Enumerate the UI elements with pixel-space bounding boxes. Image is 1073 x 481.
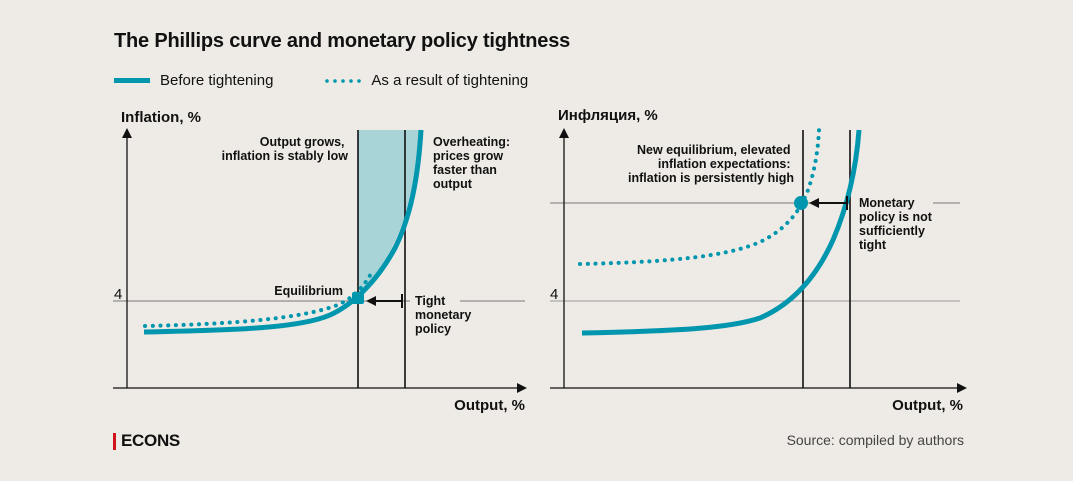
annotation-equilibrium: Equilibrium (274, 284, 343, 298)
x-axis-label: Output, % (454, 397, 525, 414)
annotation-overheating: Overheating: prices grow faster than out… (433, 135, 514, 191)
annotation-new-equilibrium: New equilibrium, elevated inflation expe… (628, 143, 794, 185)
legend: Before tightening As a result of tighten… (114, 72, 528, 89)
annotation-not-tight: Monetary policy is not sufficiently tigh… (859, 196, 935, 252)
new-equilibrium-marker (794, 196, 808, 210)
left-panel: Inflation, % Output, % 4 Output grows, i… (113, 109, 527, 414)
x-axis-label: Output, % (892, 397, 963, 414)
legend-label-after: As a result of tightening (371, 72, 529, 89)
legend-solid-swatch (114, 78, 150, 83)
right-panel: Инфляция, % Output, % 4 New equilibrium,… (550, 107, 967, 414)
curve-after-tightening (143, 270, 374, 328)
curve-after-tightening (578, 128, 821, 266)
logo-bar (113, 432, 116, 450)
y-tick-4: 4 (550, 286, 558, 303)
y-tick-4: 4 (114, 286, 122, 303)
econs-logo: ECONS (113, 431, 180, 451)
legend-dotted-swatch (323, 78, 362, 83)
overheating-shaded-area (358, 130, 422, 298)
annotation-stable: Output grows, inflation is stably low (222, 135, 349, 163)
y-axis-label: Inflation, % (121, 109, 201, 126)
chart-title: The Phillips curve and monetary policy t… (114, 30, 571, 52)
annotation-tight-policy: Tight monetary policy (415, 294, 475, 336)
logo-text: ECONS (121, 431, 180, 450)
equilibrium-marker (352, 292, 364, 304)
curve-before-tightening (581, 129, 862, 336)
y-axis-label: Инфляция, % (558, 107, 658, 124)
legend-label-before: Before tightening (160, 72, 274, 89)
source-note: Source: compiled by authors (786, 432, 964, 448)
